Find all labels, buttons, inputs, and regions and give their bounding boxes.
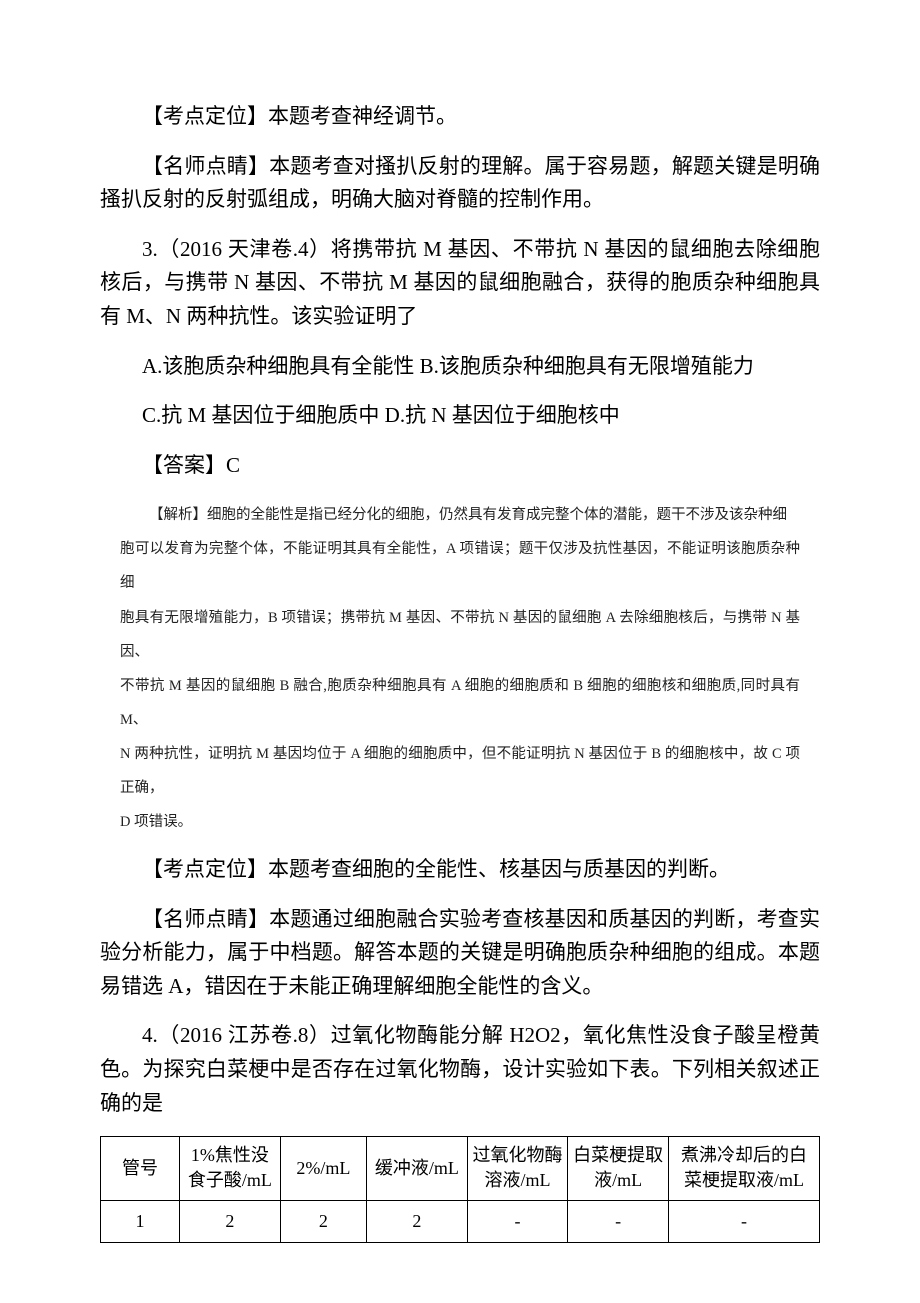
- table-header-row: 管号 1%焦性没食子酸/mL 2%/mL 缓冲液/mL 过氧化物酶溶液/mL 白…: [101, 1137, 820, 1200]
- analysis-line-1: 【解析】细胞的全能性是指已经分化的细胞，仍然具有发育成完整个体的潜能，题干不涉及…: [120, 498, 800, 532]
- th-buffer: 缓冲液/mL: [367, 1137, 468, 1200]
- cell: -: [568, 1200, 669, 1242]
- cell: 1: [101, 1200, 180, 1242]
- analysis-line-5: N 两种抗性，证明抗 M 基因均位于 A 细胞的细胞质中，但不能证明抗 N 基因…: [120, 737, 800, 805]
- cell: -: [668, 1200, 819, 1242]
- th-cabbage-extract: 白菜梗提取液/mL: [568, 1137, 669, 1200]
- topic-positioning-2: 【考点定位】本题考查细胞的全能性、核基因与质基因的判断。: [100, 853, 820, 887]
- topic-positioning-1: 【考点定位】本题考查神经调节。: [100, 100, 820, 134]
- th-boiled-extract: 煮沸冷却后的白菜梗提取液/mL: [668, 1137, 819, 1200]
- question-3-options-ab: A.该胞质杂种细胞具有全能性 B.该胞质杂种细胞具有无限增殖能力: [100, 350, 820, 384]
- question-3-options-cd: C.抗 M 基因位于细胞质中 D.抗 N 基因位于细胞核中: [100, 399, 820, 433]
- table-row: 1 2 2 2 - - -: [101, 1200, 820, 1242]
- cell: 2: [280, 1200, 366, 1242]
- analysis-line-3: 胞具有无限增殖能力，B 项错误；携带抗 M 基因、不带抗 N 基因的鼠细胞 A …: [120, 601, 800, 669]
- question-4-stem: 4.（2016 江苏卷.8）过氧化物酶能分解 H2O2，氧化焦性没食子酸呈橙黄色…: [100, 1019, 820, 1120]
- cell: 2: [180, 1200, 281, 1242]
- teacher-tip-1: 【名师点睛】本题考查对搔扒反射的理解。属于容易题，解题关键是明确搔扒反射的反射弧…: [100, 150, 820, 217]
- question-3-answer: 【答案】C: [100, 449, 820, 483]
- th-tube-no: 管号: [101, 1137, 180, 1200]
- analysis-block: 【解析】细胞的全能性是指已经分化的细胞，仍然具有发育成完整个体的潜能，题干不涉及…: [100, 498, 820, 839]
- th-pyrogallic: 1%焦性没食子酸/mL: [180, 1137, 281, 1200]
- th-peroxidase: 过氧化物酶溶液/mL: [467, 1137, 568, 1200]
- analysis-line-6: D 项错误。: [120, 805, 800, 839]
- experiment-table: 管号 1%焦性没食子酸/mL 2%/mL 缓冲液/mL 过氧化物酶溶液/mL 白…: [100, 1136, 820, 1243]
- cell: -: [467, 1200, 568, 1242]
- th-2pct: 2%/mL: [280, 1137, 366, 1200]
- analysis-line-4: 不带抗 M 基因的鼠细胞 B 融合,胞质杂种细胞具有 A 细胞的细胞质和 B 细…: [120, 669, 800, 737]
- question-3-stem: 3.（2016 天津卷.4）将携带抗 M 基因、不带抗 N 基因的鼠细胞去除细胞…: [100, 233, 820, 334]
- cell: 2: [367, 1200, 468, 1242]
- teacher-tip-2: 【名师点睛】本题通过细胞融合实验考查核基因和质基因的判断，考查实验分析能力，属于…: [100, 903, 820, 1004]
- analysis-line-2: 胞可以发育为完整个体，不能证明其具有全能性，A 项错误；题干仅涉及抗性基因，不能…: [120, 532, 800, 600]
